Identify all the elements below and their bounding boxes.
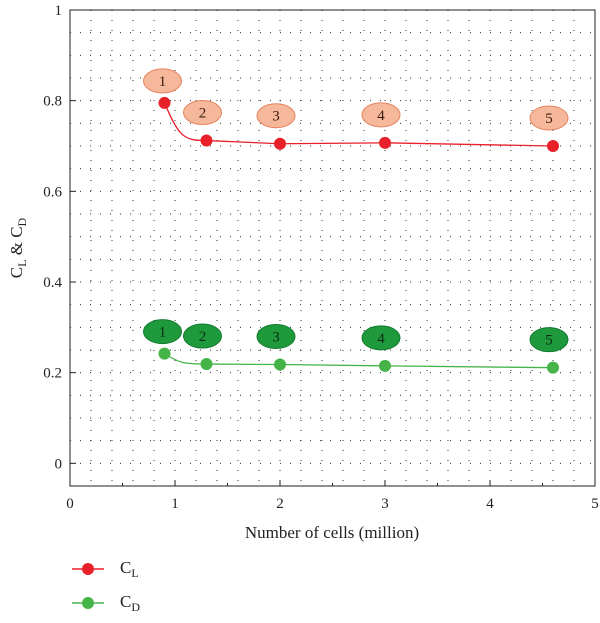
x-tick-label: 4: [486, 496, 494, 512]
y-axis-title-cl-sub: L: [15, 260, 29, 267]
legend-marker-cl: [82, 563, 94, 575]
point-badge-label-cl: 4: [377, 108, 385, 124]
y-tick-label: 0.2: [43, 366, 62, 382]
series: 1 2 3 4 5 1 2 3 4 5: [143, 68, 569, 374]
x-tick-label: 5: [591, 496, 599, 512]
point-badge-cl: [143, 68, 182, 94]
x-tick-label: 1: [171, 496, 179, 512]
point-badge-label-cl: 2: [199, 106, 207, 122]
point-badge-cl: [361, 102, 401, 128]
data-point-cd: [274, 358, 286, 371]
data-point-cd: [547, 361, 559, 374]
x-axis-title: Number of cells (million): [245, 523, 419, 542]
point-badge-cd: [183, 323, 222, 349]
point-badge-label-cl: 5: [545, 111, 553, 127]
series-line-cl: [163, 102, 554, 147]
data-point-cd: [200, 358, 213, 371]
point-badge-label-cd: 3: [272, 330, 280, 346]
point-badge-label-cl: 3: [272, 109, 280, 125]
point-badge-cl: [183, 100, 222, 126]
point-badge-cd: [361, 325, 401, 351]
point-badge-label-cd: 1: [159, 325, 167, 341]
y-axis-title: CL & CD: [7, 217, 29, 278]
legend: CL CD: [72, 558, 140, 614]
data-point-cl: [158, 96, 171, 109]
point-badge-cd: [529, 327, 569, 353]
legend-label-cd: CD: [120, 592, 140, 614]
point-badge-label-cd: 2: [199, 329, 207, 345]
y-tick-label: 0.4: [43, 275, 62, 291]
y-tick-label: 0.8: [43, 94, 62, 110]
data-point-cl: [547, 140, 559, 152]
data-point-cd: [158, 347, 171, 360]
data-point-cl: [274, 137, 286, 150]
y-tick-label: 1: [55, 3, 63, 19]
series-line-cd: [164, 353, 554, 369]
y-tick-label: 0.6: [43, 184, 62, 200]
x-tick-label: 0: [66, 496, 74, 512]
data-point-cl: [379, 136, 391, 149]
point-badge-cl: [256, 103, 296, 129]
point-badge-cd: [256, 324, 296, 350]
data-point-cl: [200, 134, 213, 147]
legend-label-cl: CL: [120, 558, 139, 580]
y-tick-label: 0: [55, 456, 63, 472]
y-axis-title-cl: C: [7, 267, 26, 278]
y-axis-title-amp: & C: [7, 226, 26, 259]
point-badge-label-cd: 4: [377, 331, 385, 347]
x-tick-label: 3: [381, 496, 389, 512]
y-axis-title-cd-sub: D: [15, 217, 29, 226]
x-tick-label: 2: [276, 496, 284, 512]
legend-marker-cd: [82, 597, 94, 609]
point-badge-label-cd: 5: [545, 333, 553, 349]
axis-ticks: 0 1 2 3 4 5 0 0.2 0.4 0.6 0.8 1: [43, 3, 599, 512]
point-badge-cl: [529, 105, 569, 131]
data-point-cd: [379, 359, 391, 372]
point-badge-cd: [143, 319, 182, 345]
point-badge-label-cl: 1: [159, 74, 167, 90]
